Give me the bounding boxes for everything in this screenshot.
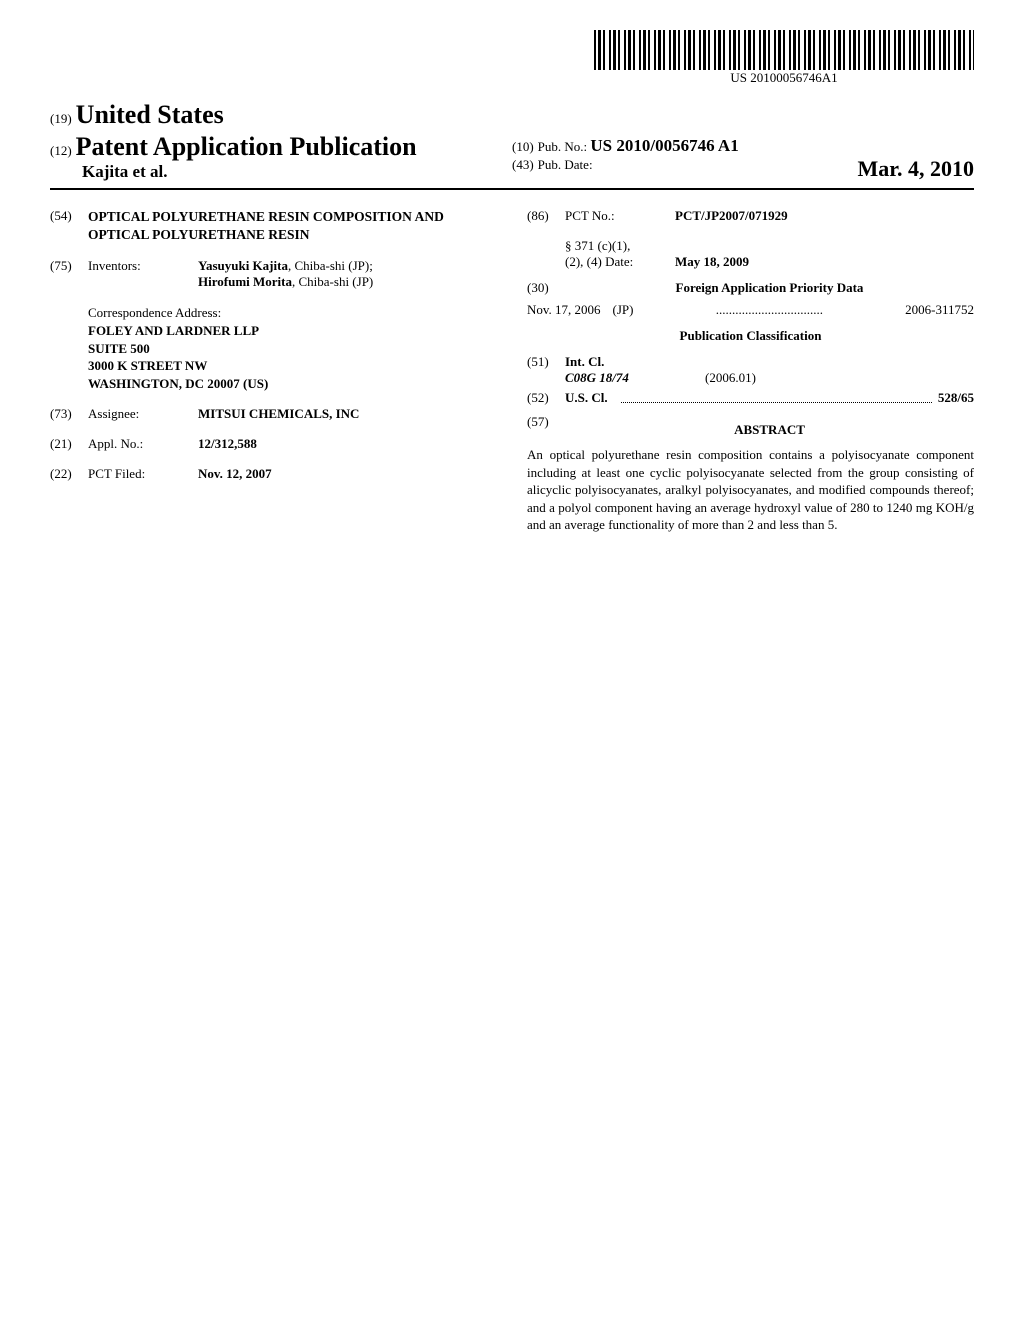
country-prefix: (19) (50, 111, 72, 126)
pub-no-prefix: (10) (512, 139, 534, 154)
inventor2-name: Hirofumi Morita (198, 274, 292, 289)
inventors-row: (75) Inventors: Yasuyuki Kajita, Chiba-s… (50, 258, 497, 290)
us-cl-value: 528/65 (938, 390, 974, 406)
pub-date-label: Pub. Date: (538, 157, 593, 172)
pct-no-label: PCT No.: (565, 208, 675, 224)
barcode: US 20100056746A1 (594, 30, 974, 86)
assignee-code: (73) (50, 406, 88, 422)
inventor2-loc: , Chiba-shi (JP) (292, 274, 373, 289)
us-cl-dots (621, 390, 932, 403)
barcode-text: US 20100056746A1 (594, 70, 974, 86)
assignee-label: Assignee: (88, 406, 198, 422)
foreign-date: Nov. 17, 2006 (527, 302, 601, 318)
pub-no-block: (10) Pub. No.: US 2010/0056746 A1 (43) P… (512, 136, 974, 182)
two-column: (54) OPTICAL POLYURETHANE RESIN COMPOSIT… (50, 208, 974, 534)
abstract-text: An optical polyurethane resin compositio… (527, 446, 974, 534)
pct-no-code: (86) (527, 208, 565, 224)
inventor1-name: Yasuyuki Kajita (198, 258, 288, 273)
left-header: (19) United States (50, 100, 974, 130)
pct-no: PCT/JP2007/071929 (675, 208, 974, 224)
s371-label1: § 371 (c)(1), (565, 238, 974, 254)
int-cl-row: (51) Int. Cl. C08G 18/74 (2006.01) (527, 354, 974, 386)
int-cl-code: (51) (527, 354, 565, 386)
foreign-row: Nov. 17, 2006 (JP) .....................… (527, 302, 974, 318)
title-code: (54) (50, 208, 88, 244)
foreign-code: (30) (527, 280, 565, 296)
foreign-header: Foreign Application Priority Data (565, 280, 974, 296)
s371-block: § 371 (c)(1), (2), (4) Date: May 18, 200… (565, 238, 974, 270)
foreign-country: (JP) (613, 302, 634, 318)
inventor1-loc: , Chiba-shi (JP); (288, 258, 373, 273)
correspondence: Correspondence Address: FOLEY AND LARDNE… (88, 304, 497, 392)
barcode-section: US 20100056746A1 (50, 30, 974, 90)
pub-type-prefix: (12) (50, 143, 72, 158)
abstract-header: ABSTRACT (565, 422, 974, 438)
inventors-label: Inventors: (88, 258, 198, 290)
appl-row: (21) Appl. No.: 12/312,588 (50, 436, 497, 452)
us-cl-row: (52) U.S. Cl. 528/65 (527, 390, 974, 406)
pub-type-block: (12) Patent Application Publication Kaji… (50, 132, 512, 182)
inventors-code: (75) (50, 258, 88, 290)
abstract-header-row: (57) ABSTRACT (527, 414, 974, 446)
pub-date-prefix: (43) (512, 157, 534, 172)
s371-label2: (2), (4) Date: (565, 254, 675, 270)
abstract-code: (57) (527, 414, 565, 446)
correspondence-line4: WASHINGTON, DC 20007 (US) (88, 375, 497, 393)
pct-filed-label: PCT Filed: (88, 466, 198, 482)
pct-filed: Nov. 12, 2007 (198, 466, 497, 482)
appl-no: 12/312,588 (198, 436, 497, 452)
correspondence-label: Correspondence Address: (88, 304, 497, 322)
pub-date: Mar. 4, 2010 (857, 156, 974, 182)
assignee-row: (73) Assignee: MITSUI CHEMICALS, INC (50, 406, 497, 422)
foreign-no: 2006-311752 (905, 302, 974, 318)
assignee: MITSUI CHEMICALS, INC (198, 406, 497, 422)
int-cl-year: (2006.01) (705, 370, 756, 386)
appl-code: (21) (50, 436, 88, 452)
title-row: (54) OPTICAL POLYURETHANE RESIN COMPOSIT… (50, 208, 497, 244)
correspondence-line1: FOLEY AND LARDNER LLP (88, 322, 497, 340)
pct-no-row: (86) PCT No.: PCT/JP2007/071929 (527, 208, 974, 224)
barcode-bars (594, 30, 974, 70)
pub-class-header: Publication Classification (527, 328, 974, 344)
us-cl-code: (52) (527, 390, 565, 406)
correspondence-line3: 3000 K STREET NW (88, 357, 497, 375)
pub-no: US 2010/0056746 A1 (590, 136, 738, 155)
pct-filed-row: (22) PCT Filed: Nov. 12, 2007 (50, 466, 497, 482)
us-cl-label: U.S. Cl. (565, 390, 615, 406)
pub-no-label: Pub. No.: (538, 139, 591, 154)
authors: Kajita et al. (82, 162, 512, 182)
left-column: (54) OPTICAL POLYURETHANE RESIN COMPOSIT… (50, 208, 497, 534)
foreign-dots: ................................. (634, 302, 906, 318)
invention-title: OPTICAL POLYURETHANE RESIN COMPOSITION A… (88, 208, 497, 244)
header-row-2: (12) Patent Application Publication Kaji… (50, 132, 974, 182)
divider (50, 188, 974, 190)
correspondence-line2: SUITE 500 (88, 340, 497, 358)
appl-label: Appl. No.: (88, 436, 198, 452)
header-row-1: (19) United States (50, 100, 974, 130)
pct-filed-code: (22) (50, 466, 88, 482)
s371-date: May 18, 2009 (675, 254, 749, 270)
country: United States (76, 100, 224, 129)
int-cl-label: Int. Cl. (565, 354, 974, 370)
foreign-header-row: (30) Foreign Application Priority Data (527, 280, 974, 296)
inventors-value: Yasuyuki Kajita, Chiba-shi (JP); Hirofum… (198, 258, 497, 290)
pub-type: Patent Application Publication (76, 132, 417, 161)
int-cl-value: C08G 18/74 (565, 370, 705, 386)
right-column: (86) PCT No.: PCT/JP2007/071929 § 371 (c… (527, 208, 974, 534)
